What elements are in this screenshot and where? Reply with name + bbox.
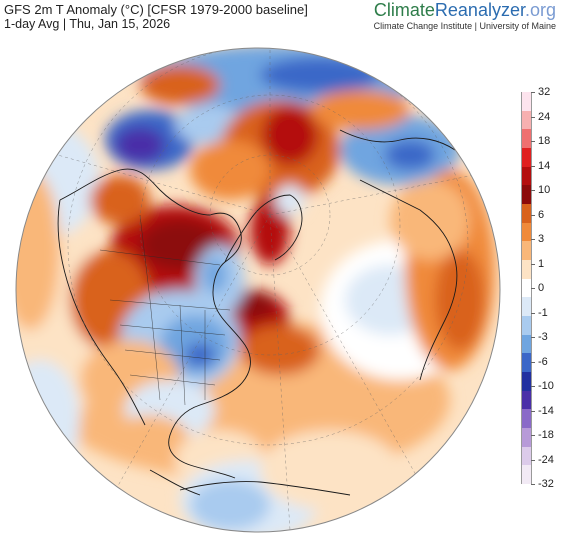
colorbar-label: -6: [538, 355, 548, 368]
colorbar-swatch: [521, 110, 532, 130]
coastlines: [57, 129, 458, 496]
colorbar-swatch: [521, 372, 532, 392]
colorbar-swatch: [521, 129, 532, 149]
colorbar-label: 3: [538, 233, 545, 245]
colorbar-label: -10: [538, 380, 554, 392]
colorbar-tick: [531, 386, 535, 387]
colorbar-label: 14: [538, 159, 551, 172]
colorbar-swatch: [521, 222, 532, 242]
political-borders: [99, 214, 231, 406]
colorbar-tick: [531, 484, 535, 485]
colorbar-tick: [531, 116, 535, 118]
brand-name: ClimateReanalyzer.org: [373, 0, 556, 20]
colorbar-swatch: [521, 353, 532, 373]
colorbar-label: -24: [538, 453, 554, 466]
colorbar-swatch: [521, 241, 532, 261]
globe-outline: [15, 47, 501, 533]
colorbar-swatch: [521, 185, 532, 205]
colorbar-swatch: [521, 465, 532, 485]
map-title: GFS 2m T Anomaly (°C) [CFSR 1979-2000 ba…: [4, 2, 308, 17]
colorbar-label: -1: [538, 306, 548, 319]
brand-tagline: Climate Change Institute | University of…: [373, 21, 556, 31]
colorbar-label: 0: [538, 282, 545, 294]
colorbar-swatch: [521, 390, 532, 410]
brand-logo[interactable]: ClimateReanalyzer.org Climate Change Ins…: [374, 0, 556, 31]
colorbar-label: 18: [538, 135, 551, 147]
colorbar-tick: [531, 141, 535, 142]
colorbar-swatch: [521, 428, 532, 448]
colorbar-tick: [531, 337, 535, 338]
colorbar-tick: [531, 214, 535, 216]
colorbar-label: 32: [538, 86, 551, 98]
colorbar-tick: [531, 263, 535, 265]
colorbar-label: -3: [538, 331, 548, 343]
colorbar-tick: [531, 190, 535, 191]
colorbar-swatch: [521, 409, 532, 429]
graticule: [39, 48, 500, 531]
colorbar-swatch: [521, 316, 532, 336]
colorbar-tick: [531, 361, 535, 363]
colorbar-label: -14: [538, 404, 554, 417]
colorbar-label: 6: [538, 208, 545, 221]
colorbar-tick: [531, 459, 535, 461]
colorbar-tick: [531, 410, 535, 412]
colorbar-label: 1: [538, 257, 545, 270]
colorbar-tick: [531, 312, 535, 314]
colorbar-swatch: [521, 334, 532, 354]
colorbar-swatch: [521, 92, 532, 112]
colorbar-swatch: [521, 148, 532, 168]
colorbar-tick: [531, 239, 535, 240]
colorbar-label: 10: [538, 184, 551, 196]
colorbar-swatch: [521, 260, 532, 280]
colorbar-swatch: [521, 166, 532, 186]
colorbar-label: -32: [538, 478, 554, 490]
map-subtitle: 1-day Avg | Thu, Jan 15, 2026: [4, 17, 171, 31]
colorbar-label: 24: [538, 110, 551, 123]
colorbar-swatch: [521, 204, 532, 224]
colorbar-swatch: [521, 446, 532, 466]
colorbar-legend: 32 24 18 14 10 6 3 1 0 -1 -3 -6 -10 -14 -18 -24 -32: [521, 86, 561, 492]
colorbar-tick: [531, 92, 535, 93]
colorbar-tick: [531, 165, 535, 167]
colorbar-tick: [531, 288, 535, 289]
colorbar-tick: [531, 435, 535, 436]
colorbar-swatch: [521, 297, 532, 317]
colorbar-label: -18: [538, 429, 554, 441]
